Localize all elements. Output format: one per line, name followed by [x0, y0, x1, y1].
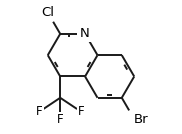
Text: F: F	[78, 105, 85, 118]
Text: Br: Br	[134, 113, 149, 126]
Text: F: F	[78, 105, 85, 118]
Text: Br: Br	[134, 113, 149, 126]
Text: F: F	[57, 113, 64, 126]
Text: Cl: Cl	[41, 6, 54, 19]
Text: F: F	[57, 113, 64, 126]
Text: N: N	[80, 27, 90, 40]
Text: F: F	[36, 105, 42, 118]
Text: Cl: Cl	[41, 6, 54, 19]
Text: N: N	[80, 27, 90, 40]
Text: F: F	[36, 105, 42, 118]
